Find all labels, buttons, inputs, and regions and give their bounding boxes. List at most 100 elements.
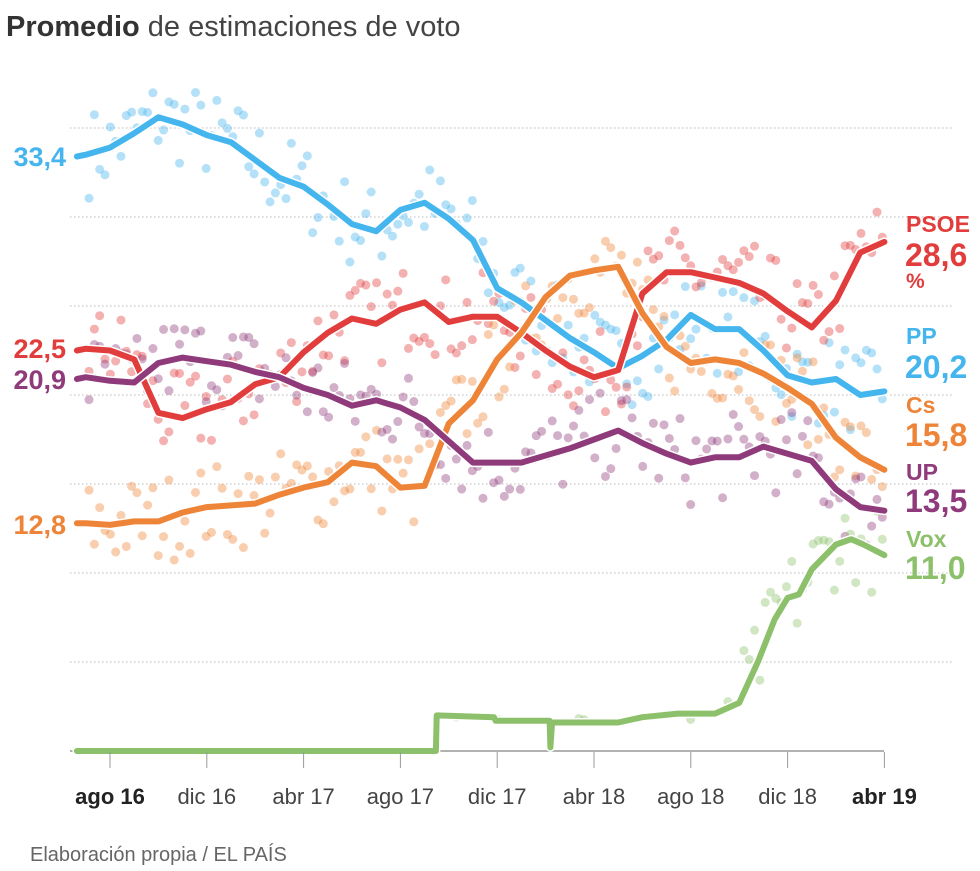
poll-dot [249,169,259,179]
poll-dot [191,487,201,497]
poll-dot [489,320,499,330]
poll-dot [398,392,408,402]
poll-dot [877,482,887,492]
poll-dot [361,432,371,442]
poll-dot [835,360,845,370]
poll-dot [712,393,722,403]
poll-dot [600,320,610,330]
poll-dot [664,433,674,443]
poll-dot [781,435,791,445]
poll-dot [308,367,318,377]
series-name-pp: PP [906,323,937,349]
poll-dot [835,465,845,475]
poll-dot [813,434,823,444]
poll-dot [382,289,392,299]
poll-dot [201,163,211,173]
poll-dot [457,374,467,384]
poll-dot [356,390,366,400]
poll-dot [244,332,254,342]
poll-dot [515,484,525,494]
poll-dot [489,296,499,306]
poll-dot [356,447,366,457]
poll-dot [409,517,419,527]
poll-dot [297,465,307,475]
poll-dot [739,434,749,444]
poll-dot [478,236,488,246]
poll-dot [574,386,584,396]
poll-dot [707,436,717,446]
x-tick-label: ago 16 [75,784,145,809]
poll-dot [505,300,515,310]
poll-dot [137,354,147,364]
poll-dot [856,228,866,238]
poll-dot [164,97,174,107]
poll-dot [137,531,147,541]
poll-dot [175,541,185,551]
poll-dot [664,373,674,383]
poll-dot [590,310,600,320]
poll-dot [845,422,855,432]
poll-dot [728,265,738,275]
poll-dot [867,348,877,358]
poll-dot [249,410,259,420]
poll-dot [297,367,307,377]
poll-dot [521,447,531,457]
poll-dot [792,349,802,359]
poll-dot [393,454,403,464]
poll-dot [318,407,328,417]
poll-dot [462,213,472,223]
poll-dot [781,398,791,408]
poll-dot [590,453,600,463]
poll-dot [696,281,706,291]
poll-dot [212,462,222,472]
poll-dot [462,440,472,450]
end-value-pp: 20,2 [905,349,967,385]
poll-dot [739,348,749,358]
series-line-psoe [73,238,888,422]
poll-dot [526,276,536,286]
poll-dot [851,471,861,481]
poll-dot [707,389,717,399]
poll-dot [659,315,669,325]
poll-dot [579,308,589,318]
poll-dot [169,324,179,334]
source-footer: Elaboración propia / EL PAÍS [30,843,287,866]
poll-dot [696,366,706,376]
poll-dot [228,534,238,544]
poll-dot [877,534,887,544]
poll-dot [872,207,882,217]
poll-dot [590,254,600,264]
poll-dot [260,528,270,538]
poll-dot [398,468,408,478]
poll-dot [435,407,445,417]
poll-dot [686,334,696,344]
poll-dot [441,401,451,411]
poll-dot [606,375,616,385]
poll-dot [361,209,371,219]
poll-dot [712,436,722,446]
poll-dot [643,391,653,401]
poll-dot [553,431,563,441]
start-value-up: 20,9 [13,365,66,395]
poll-dot [829,407,839,417]
unit-label: % [906,270,925,293]
poll-dot [499,326,509,336]
poll-dot [191,328,201,338]
poll-dot [387,300,397,310]
poll-dot [547,384,557,394]
poll-dot [233,351,243,361]
poll-dot [808,539,818,549]
poll-dot [478,412,488,422]
x-tick-label: abr 18 [563,784,625,809]
poll-dot [750,471,760,481]
x-tick-label: ago 18 [657,784,724,809]
poll-dot [313,363,323,373]
poll-dot [356,278,366,288]
poll-dot [627,400,637,410]
poll-dot [238,332,248,342]
poll-dot [435,176,445,186]
poll-dot [505,362,515,372]
poll-dot [89,539,99,549]
x-tick-label: abr 17 [272,784,334,809]
poll-dot [558,479,568,489]
